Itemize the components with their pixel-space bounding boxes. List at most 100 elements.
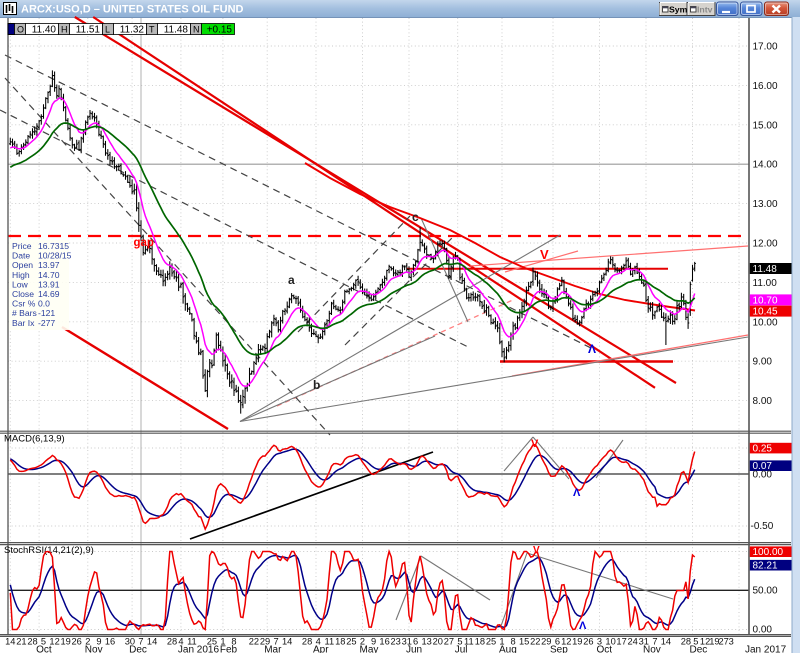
svg-text:27: 27 xyxy=(719,637,729,647)
svg-text:b: b xyxy=(313,378,320,392)
svg-text:Jan 2017: Jan 2017 xyxy=(745,645,787,653)
svg-text:30: 30 xyxy=(125,637,135,647)
svg-text:Jun: Jun xyxy=(406,645,422,653)
svg-text:13.00: 13.00 xyxy=(753,199,778,210)
svg-text:gap: gap xyxy=(134,237,154,249)
svg-text:16.7315: 16.7315 xyxy=(38,241,69,251)
svg-text:# Bars: # Bars xyxy=(12,308,37,318)
svg-text:23: 23 xyxy=(391,637,401,647)
svg-text:Nov: Nov xyxy=(85,645,103,653)
svg-text:50.00: 50.00 xyxy=(753,586,778,597)
svg-text:Bar Ix: Bar Ix xyxy=(12,318,35,328)
svg-text:28: 28 xyxy=(27,637,37,647)
svg-text:Dec: Dec xyxy=(690,645,708,653)
svg-text:11.48: 11.48 xyxy=(164,25,189,36)
svg-text:12: 12 xyxy=(49,637,59,647)
svg-text:14.69: 14.69 xyxy=(38,289,60,299)
svg-text:Feb: Feb xyxy=(220,645,238,653)
svg-text:High: High xyxy=(12,270,30,280)
svg-text:25: 25 xyxy=(207,637,217,647)
svg-text:26: 26 xyxy=(583,637,593,647)
svg-text:31: 31 xyxy=(639,637,649,647)
svg-text:0.0: 0.0 xyxy=(38,299,50,309)
svg-text:2: 2 xyxy=(85,637,90,647)
svg-text:11.32: 11.32 xyxy=(120,25,145,36)
svg-text:10.70: 10.70 xyxy=(753,295,778,306)
svg-text:Jan 2016: Jan 2016 xyxy=(178,645,220,653)
svg-text:29: 29 xyxy=(260,637,270,647)
svg-text:11: 11 xyxy=(187,637,197,647)
svg-text:Jul: Jul xyxy=(455,645,468,653)
svg-text:16.00: 16.00 xyxy=(753,81,778,92)
svg-text:7: 7 xyxy=(652,637,657,647)
svg-text:5: 5 xyxy=(693,637,698,647)
svg-text:Oct: Oct xyxy=(597,645,613,653)
svg-text:Sep: Sep xyxy=(550,645,568,653)
svg-text:0.07: 0.07 xyxy=(753,461,773,472)
svg-text:Low: Low xyxy=(12,279,29,289)
svg-text:5: 5 xyxy=(457,637,462,647)
svg-text:11.51: 11.51 xyxy=(76,25,101,36)
svg-text:16: 16 xyxy=(379,637,389,647)
svg-text:2: 2 xyxy=(360,637,365,647)
svg-text:21: 21 xyxy=(16,637,26,647)
svg-text:11.40: 11.40 xyxy=(32,25,57,36)
svg-text:25: 25 xyxy=(486,637,496,647)
svg-text:17: 17 xyxy=(616,637,626,647)
svg-text:V: V xyxy=(540,247,549,262)
svg-text:12: 12 xyxy=(700,637,710,647)
svg-text:-121: -121 xyxy=(38,308,55,318)
svg-text:27: 27 xyxy=(444,637,454,647)
svg-text:12: 12 xyxy=(561,637,571,647)
svg-text:11.48: 11.48 xyxy=(753,264,778,275)
svg-text:-0.50: -0.50 xyxy=(751,521,774,532)
svg-text:9.00: 9.00 xyxy=(753,357,773,368)
svg-text:12.00: 12.00 xyxy=(753,239,778,250)
svg-text:8: 8 xyxy=(511,637,516,647)
svg-text:22: 22 xyxy=(249,637,259,647)
svg-text:26: 26 xyxy=(72,637,82,647)
svg-text:13: 13 xyxy=(422,637,432,647)
svg-text:19: 19 xyxy=(61,637,71,647)
svg-text:14.00: 14.00 xyxy=(753,160,778,171)
svg-text:V: V xyxy=(531,438,539,450)
svg-text:Dec: Dec xyxy=(129,645,147,653)
svg-text:29: 29 xyxy=(541,637,551,647)
svg-text:Mar: Mar xyxy=(264,645,282,653)
svg-text:0.00: 0.00 xyxy=(753,625,773,636)
svg-text:100.00: 100.00 xyxy=(753,547,784,558)
svg-text:7: 7 xyxy=(274,637,279,647)
svg-text:14: 14 xyxy=(282,637,292,647)
svg-text:Aug: Aug xyxy=(499,645,517,653)
svg-text:11: 11 xyxy=(324,637,334,647)
svg-text:ARCX:USO,D – UNITED STATES OIL: ARCX:USO,D – UNITED STATES OIL FUND xyxy=(21,4,244,16)
svg-text:V: V xyxy=(533,545,540,556)
svg-text:4: 4 xyxy=(178,637,183,647)
svg-text:28: 28 xyxy=(167,637,177,647)
svg-text:Csr %: Csr % xyxy=(12,299,36,309)
svg-text:22: 22 xyxy=(530,637,540,647)
svg-text:14: 14 xyxy=(147,637,157,647)
svg-text:10.00: 10.00 xyxy=(753,317,778,328)
svg-text:StochRSI(14,21(2),9): StochRSI(14,21(2),9) xyxy=(4,545,94,556)
svg-text:19: 19 xyxy=(572,637,582,647)
svg-text:+0.15: +0.15 xyxy=(207,25,233,36)
svg-text:Oct: Oct xyxy=(36,645,52,653)
svg-text:Close: Close xyxy=(12,289,34,299)
svg-text:0.00: 0.00 xyxy=(753,469,773,480)
svg-text:20: 20 xyxy=(433,637,443,647)
svg-text:15.00: 15.00 xyxy=(753,120,778,131)
svg-text:16: 16 xyxy=(105,637,115,647)
svg-text:Open: Open xyxy=(12,260,33,270)
svg-text:c: c xyxy=(412,210,419,224)
svg-text:9: 9 xyxy=(96,637,101,647)
svg-text:10: 10 xyxy=(605,637,615,647)
svg-text:4: 4 xyxy=(316,637,321,647)
svg-text:10/28/15: 10/28/15 xyxy=(38,251,72,261)
svg-text:8: 8 xyxy=(231,637,236,647)
svg-text:1: 1 xyxy=(499,637,504,647)
svg-text:O: O xyxy=(17,25,24,35)
svg-text:24: 24 xyxy=(628,637,638,647)
svg-text:18: 18 xyxy=(475,637,485,647)
svg-text:Intv: Intv xyxy=(697,4,713,14)
